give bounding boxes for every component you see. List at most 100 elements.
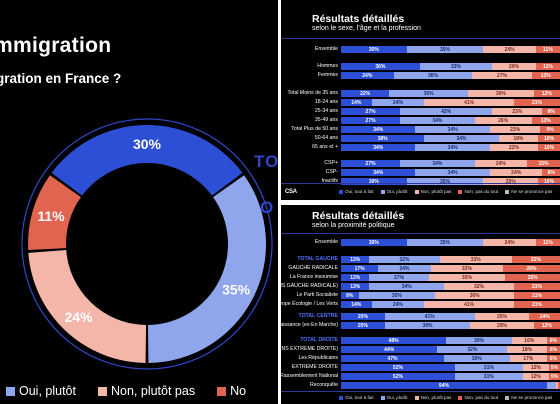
row-label: 65 ans et + (312, 144, 338, 150)
bar-segment: 24% (371, 99, 425, 106)
bar-segment: 11% (535, 63, 560, 70)
bar-segment: 34% (369, 283, 444, 290)
bar-segment: 25% (474, 313, 530, 320)
legend-label: Oui, tout à fait (345, 189, 374, 194)
row-label: Reconquête (310, 382, 338, 388)
donut-slice-label: 30% (133, 136, 162, 152)
legend-label: Ne se prononce pas (511, 395, 553, 400)
bar-segment: 34% (341, 144, 416, 151)
bar-segment: 12% (522, 364, 550, 371)
row-label: Total Moins de 35 ans (287, 90, 338, 96)
bar-segment (546, 382, 556, 389)
bar-segment: 12% (533, 322, 560, 329)
legend-item: Oui, plutôt (380, 395, 408, 400)
legend-item: Oui, tout à fait (339, 189, 374, 194)
bar-segment: 47% (341, 355, 444, 362)
bar-segment: 18% (507, 346, 547, 353)
donut-slice-label: 11% (37, 208, 65, 224)
legend-label: Non, pas du tout (464, 395, 499, 400)
bar-segment: 14% (529, 313, 560, 320)
result-row: La France insoumise 13% 27% 35% 25% (281, 274, 560, 281)
bar-segment: 9% (540, 126, 560, 133)
bar-segment: 34% (424, 135, 499, 142)
stacked-bar: 27% 42% 23% 8% (341, 108, 560, 115)
row-label: 35-49 ans (314, 117, 338, 123)
bar-segment: 16% (511, 337, 547, 344)
bar-segment: 12% (522, 373, 550, 380)
bar-segment: 27% (341, 108, 401, 115)
bar-segment: 11% (535, 46, 560, 53)
result-row: Renaissance (ex-En Marche)20%39%29%12% (281, 322, 560, 329)
row-label: Le Parti Socialiste (296, 292, 338, 298)
stacked-bar: 52% 31% 12% 5% (341, 373, 560, 380)
bar-segment: 32% (437, 346, 508, 353)
bar-segment: 20% (341, 313, 385, 320)
legend-label: Oui, plutôt (19, 384, 76, 398)
bar-segment: 35% (406, 178, 484, 185)
legend-item: Non, plutôt pas (97, 384, 196, 398)
result-row: Ensemble 30% 35% 24% 11% (281, 46, 560, 53)
legend-item: Ne se prononce pas (505, 189, 552, 194)
row-label: GAUCHE RADICALE (288, 265, 338, 271)
divider (281, 183, 560, 184)
bar-segment: 32% (443, 283, 514, 290)
row-label: CSP+ (324, 160, 338, 166)
bar-segment: 34% (415, 144, 490, 151)
result-row: 65 ans et +34% 34% 22% 10% (281, 144, 560, 151)
bar-segment: 22% (511, 256, 560, 263)
panel-legend: Oui, tout à fait Oui, plutôt Non, plutôt p… (339, 189, 552, 194)
bar-segment: 17% (509, 355, 547, 362)
side-word-top: TO (254, 152, 278, 171)
bar-segment: 94% (341, 382, 547, 389)
bar-segment: 21% (514, 283, 560, 290)
bar-segment: 21% (513, 99, 560, 106)
donut-slice (147, 175, 267, 363)
bar-segment: 31% (454, 364, 523, 371)
legend-swatch (217, 386, 227, 396)
stacked-bar: 94% (341, 382, 560, 389)
bar-segment: 13% (531, 117, 560, 124)
donut-legend: Oui, plutôt Non, plutôt pas No (6, 384, 246, 398)
bar-segment: 34% (341, 169, 416, 176)
bar-segment: 33% (430, 265, 504, 272)
bar-segment: 27% (341, 160, 401, 167)
bar-segment: 33% (419, 63, 493, 70)
bar-segment: 6% (546, 346, 560, 353)
row-label: Hommes (317, 63, 338, 69)
donut-chart: 30% 35% 24% 11% (21, 118, 273, 370)
row-label: DROITE (SANS EXTREME DROITE) (281, 346, 338, 352)
bar-segment (555, 382, 558, 389)
bar-segment: 32% (369, 256, 440, 263)
row-label: 25-34 ans (314, 108, 338, 114)
bar-segment: 24% (378, 265, 431, 272)
bar-segment: 25% (483, 178, 539, 185)
stacked-bar: 20% 41% 25% 14% (341, 313, 560, 320)
legend-label: Non, plutôt pas (110, 384, 196, 398)
legend-swatch (97, 386, 107, 396)
stacked-bar: 34% 34% 23% 9% (341, 126, 560, 133)
bar-segment: 35% (358, 292, 436, 299)
row-label: Renaissance (ex-En Marche) (281, 322, 338, 328)
bar-segment: 8% (542, 169, 560, 176)
bar-segment: 34% (400, 160, 475, 167)
bar-segment: 13% (341, 274, 370, 281)
result-row: 50-64 ans 38% 34% 18% 10% (281, 135, 560, 142)
result-row: 25-34 ans 27% 42% 23% 8% (281, 108, 560, 115)
stacked-bar: 27% 34% 24% 15% (341, 160, 560, 167)
bar-segment: 13% (531, 72, 560, 79)
bar-segment: 20% (341, 322, 385, 329)
bar-segment: 52% (341, 364, 455, 371)
stacked-bar: 47% 30% 17% 6% (341, 355, 560, 362)
stacked-bar: 34% 34% 24% 8% (341, 169, 560, 176)
bar-segment: 10% (538, 135, 560, 142)
stacked-bar: 13% 27% 35% 25% (341, 274, 560, 281)
bar-segment: 41% (424, 99, 514, 106)
bar-segment: 27% (369, 274, 429, 281)
stacked-bar: 13% 34% 32% 21% (341, 283, 560, 290)
legend-label: Oui, tout à fait (345, 395, 374, 400)
row-label: Ensemble (314, 46, 338, 52)
bar-segment: 14% (341, 301, 372, 308)
bar-segment: 24% (341, 72, 394, 79)
bar-segment: 35% (428, 274, 506, 281)
legend-swatch (458, 189, 463, 194)
